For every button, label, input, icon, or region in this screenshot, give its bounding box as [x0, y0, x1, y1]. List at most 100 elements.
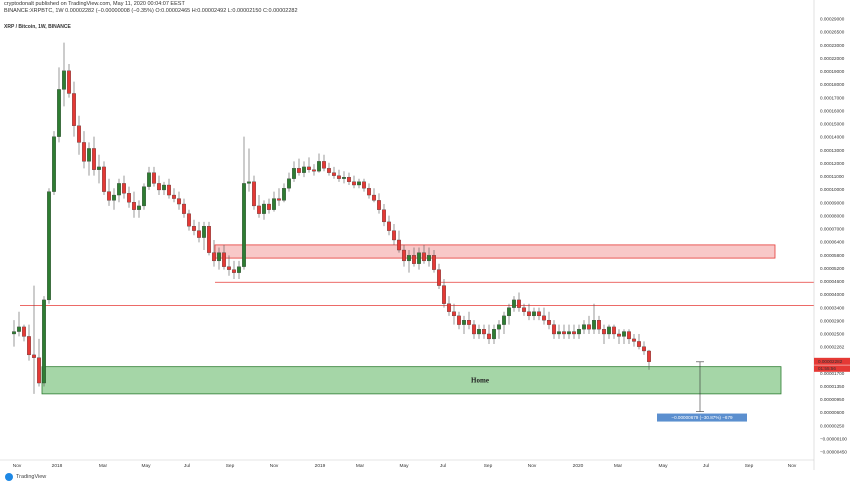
candle-body[interactable]: [497, 324, 501, 330]
candle-body[interactable]: [112, 194, 116, 201]
candle-body[interactable]: [82, 142, 86, 162]
candle-body[interactable]: [627, 331, 631, 340]
candle-body[interactable]: [267, 203, 271, 210]
candle-body[interactable]: [277, 198, 281, 201]
candle-body[interactable]: [307, 166, 311, 170]
candle-body[interactable]: [227, 266, 231, 270]
candle-body[interactable]: [632, 338, 636, 342]
candle-body[interactable]: [247, 181, 251, 184]
candle-body[interactable]: [337, 175, 341, 179]
candle-body[interactable]: [357, 181, 361, 186]
candle-body[interactable]: [387, 221, 391, 231]
candle-body[interactable]: [382, 209, 386, 223]
candle-body[interactable]: [637, 341, 641, 347]
candle-body[interactable]: [287, 178, 291, 189]
candle-body[interactable]: [602, 329, 606, 335]
candle-body[interactable]: [557, 331, 561, 335]
candle-body[interactable]: [242, 183, 246, 267]
candle-body[interactable]: [27, 336, 31, 356]
candle-body[interactable]: [617, 333, 621, 337]
candle-body[interactable]: [367, 188, 371, 196]
candle-body[interactable]: [362, 181, 366, 189]
candle-body[interactable]: [292, 168, 296, 179]
candle-body[interactable]: [312, 169, 316, 172]
candle-body[interactable]: [327, 168, 331, 173]
candle-body[interactable]: [467, 320, 471, 325]
candle-body[interactable]: [457, 315, 461, 325]
candle-body[interactable]: [37, 357, 41, 384]
candle-body[interactable]: [342, 177, 346, 179]
measure-box[interactable]: [657, 413, 747, 422]
candle-body[interactable]: [567, 331, 571, 335]
candle-body[interactable]: [572, 331, 576, 335]
candle-body[interactable]: [527, 311, 531, 317]
candle-body[interactable]: [57, 89, 61, 137]
candle-body[interactable]: [582, 324, 586, 330]
candle-body[interactable]: [577, 329, 581, 335]
candle-body[interactable]: [142, 186, 146, 207]
candle-body[interactable]: [322, 161, 326, 169]
candle-body[interactable]: [522, 307, 526, 312]
candle-body[interactable]: [562, 331, 566, 335]
candle-body[interactable]: [587, 324, 591, 330]
candle-body[interactable]: [207, 226, 211, 253]
candle-body[interactable]: [397, 239, 401, 251]
candle-body[interactable]: [197, 230, 201, 238]
candle-body[interactable]: [62, 70, 66, 90]
candle-body[interactable]: [517, 299, 521, 308]
candle-body[interactable]: [22, 326, 26, 337]
candle-body[interactable]: [162, 184, 166, 191]
candle-body[interactable]: [612, 326, 616, 335]
candle-body[interactable]: [107, 191, 111, 201]
candle-body[interactable]: [152, 172, 156, 184]
candle-body[interactable]: [212, 252, 216, 262]
candle-body[interactable]: [447, 303, 451, 312]
candle-body[interactable]: [532, 311, 536, 317]
candle-body[interactable]: [347, 177, 351, 182]
candle-body[interactable]: [102, 166, 106, 192]
candle-body[interactable]: [237, 266, 241, 273]
candle-body[interactable]: [547, 320, 551, 325]
candle-body[interactable]: [187, 213, 191, 227]
candle-body[interactable]: [42, 299, 46, 384]
candle-body[interactable]: [552, 324, 556, 335]
candle-body[interactable]: [202, 226, 206, 238]
candle-body[interactable]: [607, 326, 611, 335]
candle-body[interactable]: [462, 320, 466, 325]
candle-body[interactable]: [157, 183, 161, 191]
candle-body[interactable]: [352, 181, 356, 186]
candle-body[interactable]: [332, 172, 336, 176]
candle-body[interactable]: [222, 252, 226, 267]
candle-body[interactable]: [592, 320, 596, 330]
candle-body[interactable]: [647, 350, 651, 362]
candle-body[interactable]: [422, 252, 426, 262]
candle-body[interactable]: [512, 299, 516, 308]
candle-body[interactable]: [232, 269, 236, 273]
candle-body[interactable]: [217, 252, 221, 262]
candle-body[interactable]: [147, 172, 151, 187]
candle-body[interactable]: [502, 315, 506, 325]
candle-body[interactable]: [167, 184, 171, 196]
candle-body[interactable]: [542, 315, 546, 321]
candle-body[interactable]: [47, 191, 51, 301]
candle-body[interactable]: [132, 202, 136, 210]
candle-body[interactable]: [407, 255, 411, 262]
candle-body[interactable]: [32, 354, 36, 358]
candle-body[interactable]: [412, 255, 416, 264]
candle-body[interactable]: [137, 205, 141, 210]
candle-body[interactable]: [377, 200, 381, 210]
candle-body[interactable]: [642, 346, 646, 352]
candle-body[interactable]: [317, 161, 321, 172]
candle-body[interactable]: [117, 183, 121, 196]
resistance-zone[interactable]: [214, 244, 776, 259]
candle-body[interactable]: [122, 183, 126, 194]
candle-body[interactable]: [442, 285, 446, 304]
candle-body[interactable]: [402, 249, 406, 262]
candle-body[interactable]: [372, 194, 376, 201]
candle-body[interactable]: [72, 93, 76, 126]
candle-body[interactable]: [87, 148, 91, 162]
candle-body[interactable]: [507, 307, 511, 317]
candle-body[interactable]: [97, 166, 101, 170]
candle-body[interactable]: [437, 269, 441, 286]
candle-body[interactable]: [172, 194, 176, 199]
